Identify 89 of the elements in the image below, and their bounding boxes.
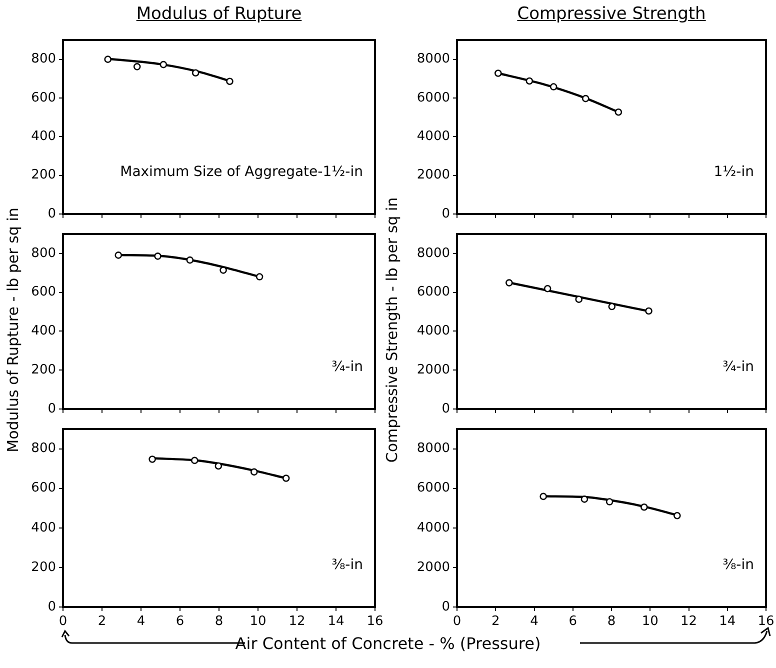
y-tick-label: 200 (31, 560, 56, 575)
chart-title: Modulus of Rupture (136, 4, 302, 24)
y-tick-label: 800 (31, 441, 56, 456)
point (186, 256, 194, 264)
x-tick-label: 0 (58, 614, 68, 630)
point (160, 60, 168, 68)
y-tick-label: 8000 (416, 441, 450, 456)
point (250, 468, 258, 476)
y-tick-label: 6000 (416, 480, 450, 496)
y-tick-label: 0 (442, 401, 450, 416)
y-tick-label: 4000 (416, 520, 450, 536)
point (114, 252, 122, 259)
x-tick-label: 2 (98, 614, 106, 630)
y-tick-label: 6000 (416, 284, 450, 300)
x-tick-label: 6 (176, 614, 184, 630)
y-tick-label: 2000 (416, 362, 450, 378)
point (674, 512, 681, 520)
point (614, 108, 622, 116)
x-tick-label: 6 (568, 614, 578, 630)
x-tick-label: 12 (680, 614, 698, 630)
x-tick-label: 12 (288, 614, 306, 630)
point (580, 496, 588, 503)
y-tick-label: 400 (31, 324, 56, 339)
point (256, 273, 264, 280)
x-tick-label: 16 (366, 614, 384, 630)
point (608, 302, 616, 310)
point (190, 456, 198, 464)
y-tick-label: 400 (31, 520, 56, 536)
point (104, 56, 112, 63)
y-tick-label: 200 (31, 168, 56, 183)
x-tick-label: 8 (214, 614, 224, 630)
x-tick-label: 4 (530, 614, 538, 630)
annotation: 1½-in (714, 164, 754, 180)
x-tick-label: 14 (719, 614, 736, 630)
y-tick-label: 0 (48, 599, 56, 614)
y-tick-label: 6000 (416, 90, 450, 106)
x-tick-label: 10 (250, 614, 266, 630)
y-tick-label: 0 (442, 206, 450, 222)
point (214, 462, 222, 470)
x-tick-label: 2 (491, 614, 500, 630)
y-tick-label: 0 (48, 401, 56, 416)
y-axis-title: Compressive Strength - lb per sq in (383, 197, 401, 463)
y-tick-label: 800 (31, 246, 56, 261)
y-tick-label: 600 (31, 480, 56, 496)
x-tick-label: 14 (328, 614, 344, 630)
point (544, 284, 552, 292)
x-tick-label: 4 (136, 614, 146, 630)
point (133, 63, 141, 70)
y-tick-label: 8000 (416, 52, 450, 67)
point (582, 94, 590, 102)
point (540, 492, 547, 500)
point (226, 78, 234, 86)
chart-title: Compressive Strength (517, 4, 706, 24)
annotation: ⅜-in (722, 557, 754, 573)
point (640, 503, 648, 511)
y-tick-label: 800 (31, 52, 56, 67)
point (575, 296, 583, 303)
point (606, 498, 614, 506)
point (494, 70, 502, 77)
y-tick-label: 2000 (416, 168, 450, 183)
point (505, 279, 513, 286)
y-tick-label: 200 (31, 362, 56, 378)
y-tick-label: 4000 (416, 324, 450, 339)
point (220, 266, 227, 274)
point (645, 307, 652, 315)
x-tick-label: 10 (642, 614, 658, 630)
annotation: ⅜-in (332, 557, 363, 573)
point (154, 252, 162, 260)
point (148, 456, 156, 463)
y-tick-label: 4000 (416, 129, 450, 144)
y-tick-label: 2000 (416, 560, 450, 575)
y-tick-label: 8000 (416, 246, 450, 261)
point (526, 77, 534, 85)
y-tick-label: 600 (31, 90, 56, 106)
x-tick-label: 8 (607, 614, 616, 630)
point (192, 69, 200, 77)
point (282, 474, 290, 482)
y-tick-label: 0 (48, 206, 56, 222)
y-tick-label: 0 (442, 599, 450, 614)
x-tick-label: 0 (452, 614, 462, 630)
annotation: ¾-in (722, 359, 754, 375)
point (550, 83, 558, 90)
annotation: ¾-in (332, 359, 363, 375)
x-tick-label: 16 (758, 614, 774, 630)
y-axis-title: Modulus of Rupture - lb per sq in (4, 208, 22, 452)
annotation: Maximum Size of Aggregate-1½-in (120, 164, 363, 180)
x-axis-title: Air Content of Concrete - % (Pressure) (235, 634, 541, 653)
y-tick-label: 400 (31, 129, 56, 144)
y-tick-label: 600 (31, 284, 56, 300)
